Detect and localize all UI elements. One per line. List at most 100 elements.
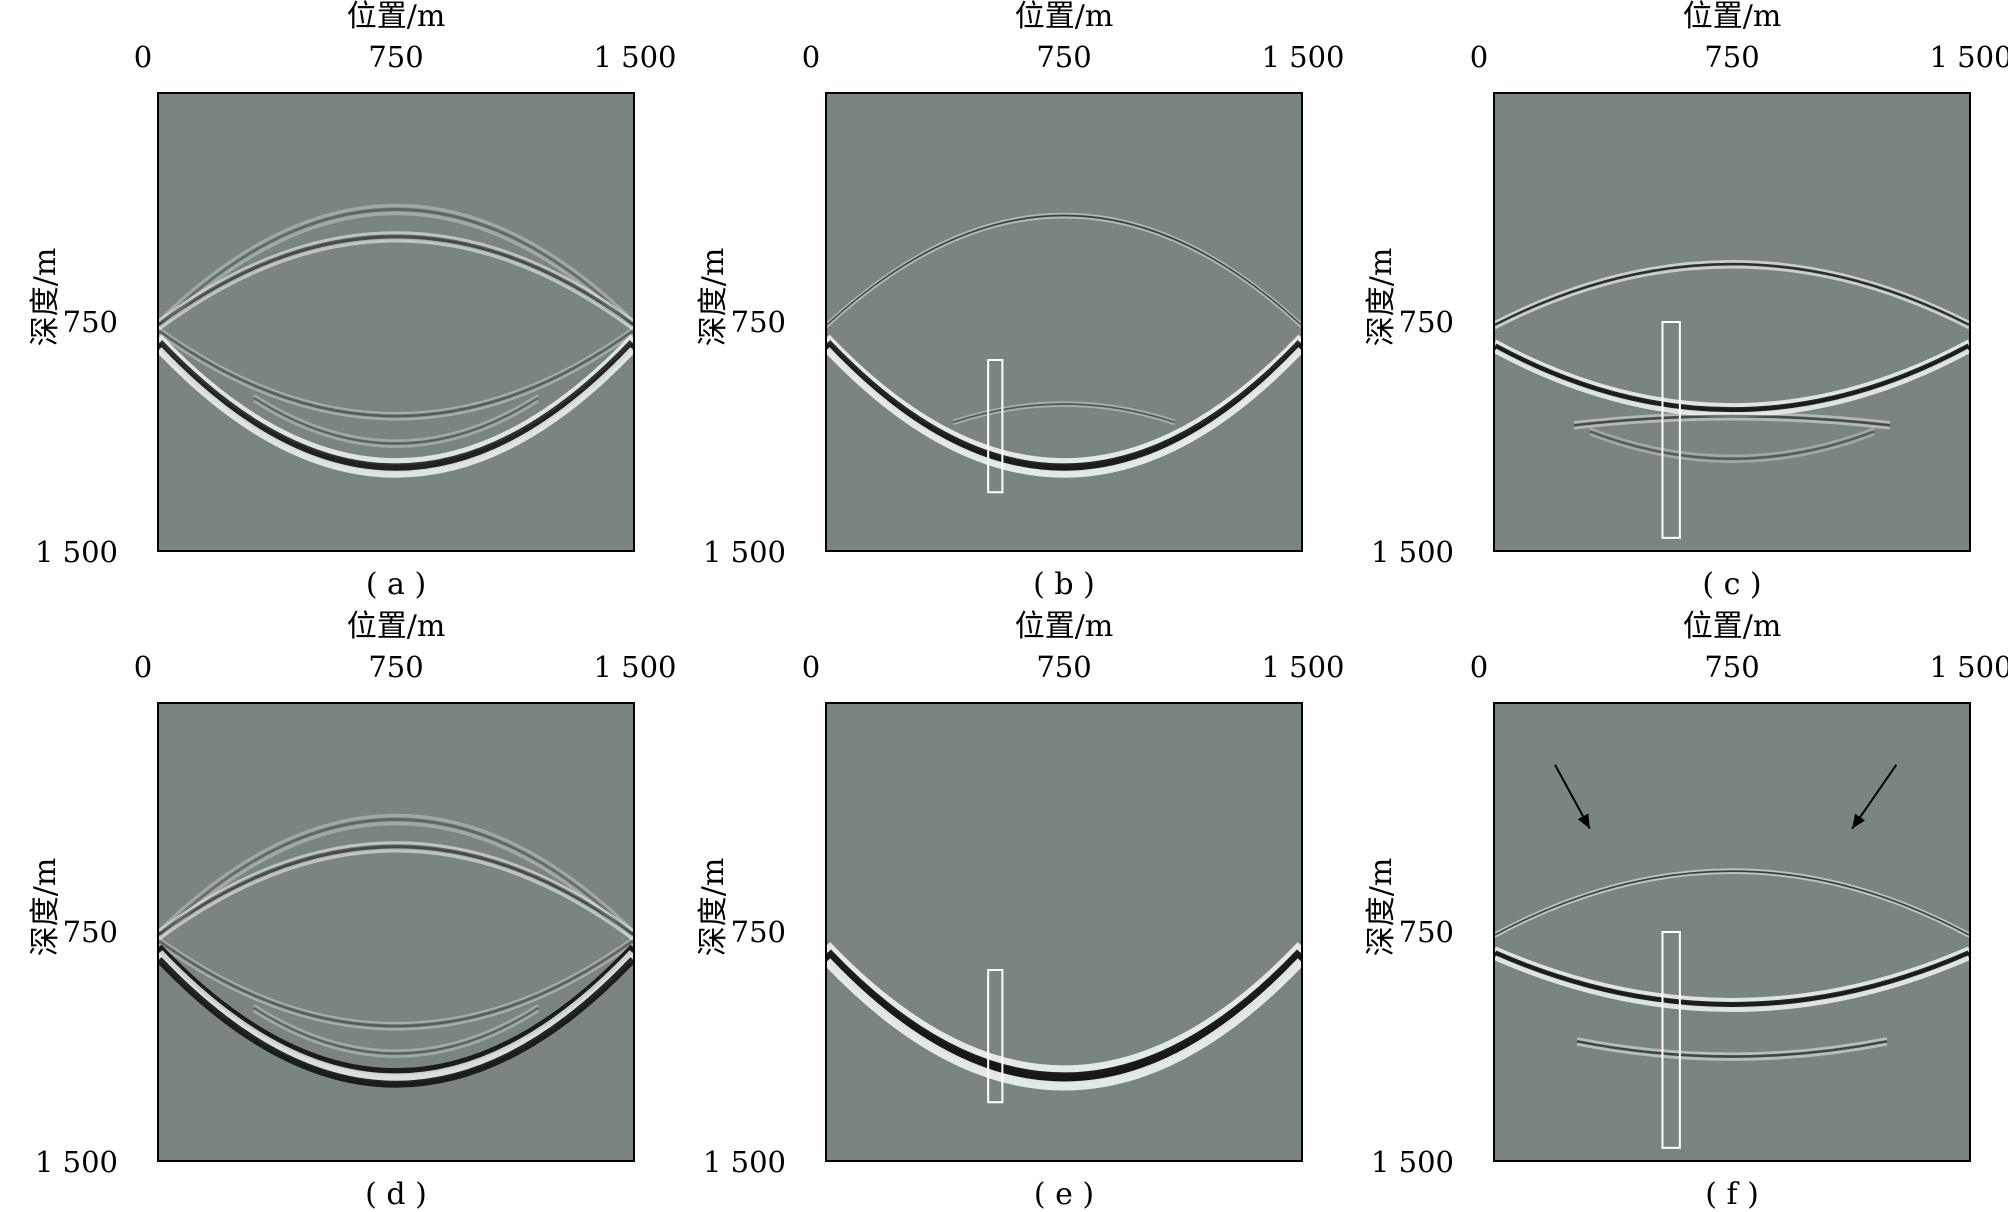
wavefront <box>1573 412 1891 425</box>
panel-c: 位置/m 0 750 1 500 750 1 500 深度/m ( c ) <box>1336 0 2008 602</box>
highlight-box <box>1661 321 1681 539</box>
panel-caption: ( c ) <box>1702 567 1762 602</box>
wavefront <box>159 231 633 324</box>
y-tick-label: 1 500 <box>702 1145 786 1179</box>
wavefront <box>159 211 633 331</box>
y-axis-title: 深度/m <box>28 857 63 957</box>
y-axis-title: 深度/m <box>28 247 63 347</box>
wavefront <box>1495 955 1969 1012</box>
wavefront <box>159 844 633 938</box>
wavefront <box>953 401 1175 422</box>
x-tick-label: 0 <box>1469 40 1489 74</box>
wavefront <box>159 841 633 934</box>
x-tick-label: 0 <box>801 40 821 74</box>
x-tick-label: 750 <box>1036 650 1092 684</box>
x-tick-label: 0 <box>1469 650 1489 684</box>
seismic-svg <box>159 814 633 1088</box>
x-axis-title: 位置/m <box>1682 609 1782 644</box>
x-tick-label: 1 500 <box>1929 40 2008 74</box>
seismic-image <box>157 92 635 552</box>
x-axis-title: 位置/m <box>346 0 446 34</box>
wavefront <box>827 212 1301 324</box>
panel-d: 位置/m 0 750 1 500 750 1 500 深度/m ( d ) <box>0 610 677 1212</box>
x-tick-label: 750 <box>1036 40 1092 74</box>
seismic-image <box>1493 92 1971 552</box>
wavefront <box>1495 868 1969 935</box>
y-tick-label: 1 500 <box>34 1145 118 1179</box>
y-axis-title: 深度/m <box>1364 247 1399 347</box>
wavefront <box>1495 265 1969 330</box>
wavefront <box>827 347 1301 478</box>
seismic-image <box>1493 702 1971 1162</box>
wavefront <box>252 1006 540 1056</box>
x-tick-label: 0 <box>133 40 153 74</box>
wavefront <box>953 403 1175 424</box>
wavefront <box>1573 417 1891 430</box>
panel-a: 位置/m 0 750 1 500 750 1 500 深度/m ( a ) <box>0 0 677 602</box>
wavefront <box>159 347 633 478</box>
highlight-box <box>987 359 1004 494</box>
x-tick-label: 1 500 <box>1929 650 2008 684</box>
wavefront <box>1495 872 1969 938</box>
y-axis-title: 深度/m <box>696 247 731 347</box>
highlight-box <box>987 969 1004 1104</box>
wavefront <box>1495 946 1969 1003</box>
wavefront <box>159 817 633 937</box>
wavefront <box>827 216 1301 328</box>
wavefront <box>159 238 633 331</box>
panel-caption: ( d ) <box>365 1177 427 1212</box>
seismic-image <box>825 92 1303 552</box>
wavefront <box>1495 343 1969 414</box>
y-tick-label: 750 <box>62 915 118 949</box>
wavefront <box>252 396 540 446</box>
wavefront <box>1495 262 1969 327</box>
wavefront <box>953 404 1175 426</box>
panel-f: 位置/m 0 750 1 500 750 1 500 深度/m ( f ) <box>1336 609 2008 1212</box>
wavefront <box>1576 1042 1888 1061</box>
wavefront <box>827 942 1301 1075</box>
wavefront <box>159 207 633 327</box>
wavefront <box>1576 1039 1888 1059</box>
wavefront <box>159 848 633 941</box>
y-axis-title: 深度/m <box>696 857 731 957</box>
x-tick-label: 1 500 <box>1261 40 1345 74</box>
wavefront <box>1589 427 1875 458</box>
wavefront <box>159 327 633 416</box>
wavefront <box>159 939 633 1029</box>
wavefront <box>159 234 633 328</box>
panel-caption: ( b ) <box>1033 567 1095 602</box>
x-tick-label: 750 <box>368 650 424 684</box>
wavefront <box>1495 339 1969 409</box>
seismic-svg <box>827 942 1301 1104</box>
wavefront <box>1589 432 1875 463</box>
y-tick-label: 1 500 <box>34 535 118 569</box>
wavefront <box>1495 870 1969 936</box>
panel-b: 位置/m 0 750 1 500 750 1 500 深度/m ( b ) <box>668 0 1345 602</box>
y-tick-label: 750 <box>730 305 786 339</box>
wavefront <box>827 214 1301 326</box>
y-tick-label: 750 <box>730 915 786 949</box>
y-tick-label: 1 500 <box>1370 1145 1454 1179</box>
panel-e: 位置/m 0 750 1 500 750 1 500 深度/m ( e ) <box>668 609 1345 1212</box>
panel-caption: ( f ) <box>1705 1177 1759 1212</box>
arrow-head <box>1852 813 1865 829</box>
wavefront <box>252 399 540 448</box>
highlight-box <box>1661 931 1681 1149</box>
wavefront <box>159 950 633 1083</box>
wavefront <box>827 340 1301 473</box>
seismic-svg <box>1495 260 1969 539</box>
wavefront <box>159 329 633 419</box>
x-axis-title: 位置/m <box>1014 0 1114 34</box>
wavefront <box>827 334 1301 465</box>
y-tick-label: 750 <box>62 305 118 339</box>
seismic-image <box>157 702 635 1162</box>
wavefront <box>159 937 633 1026</box>
x-axis-title: 位置/m <box>1014 609 1114 644</box>
wavefront <box>1573 414 1891 427</box>
x-tick-label: 1 500 <box>593 40 677 74</box>
wavefront <box>252 1004 540 1053</box>
wavefront <box>1589 430 1875 461</box>
wavefront <box>1576 1037 1888 1056</box>
y-tick-label: 1 500 <box>702 535 786 569</box>
